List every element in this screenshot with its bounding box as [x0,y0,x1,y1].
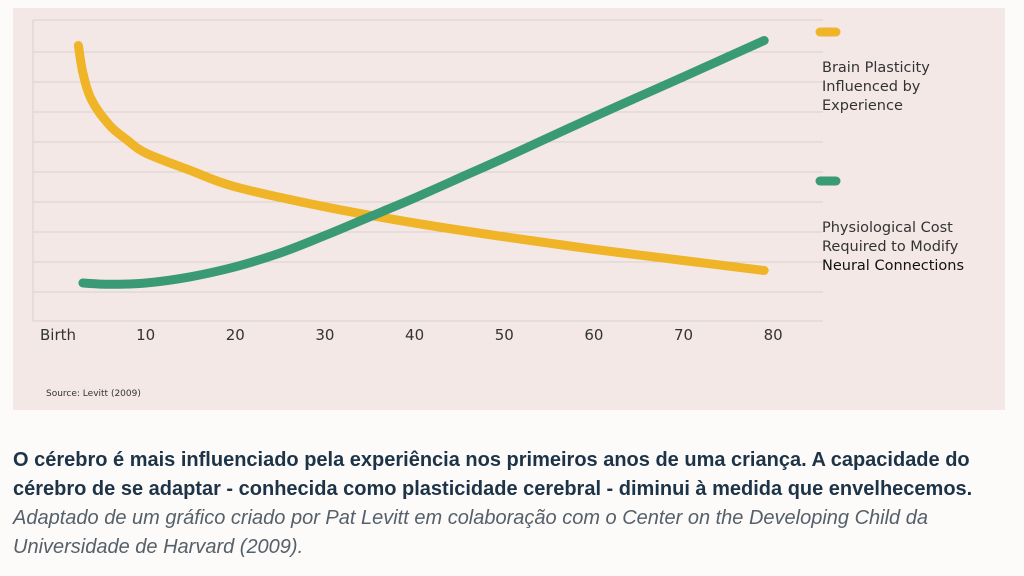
x-tick-label: 60 [584,326,603,344]
caption-bold-text: O cérebro é mais influenciado pela exper… [13,449,973,500]
legend-label-line: Neural Connections [822,258,964,274]
brain-plasticity-chart: Birth 10 20 30 40 50 60 70 80 Brain Plasticity In… [32,19,964,399]
x-tick-label: 80 [764,326,783,344]
grid [32,19,823,322]
x-axis-ticks: Birth 10 20 30 40 50 60 70 80 [40,326,783,344]
legend-label-line: Experience [822,98,903,114]
x-tick-label: 50 [495,326,514,344]
x-tick-label: Birth [40,326,76,344]
legend-label-line: Influenced by [822,79,921,95]
source-label: Source: Levitt (2009) [46,389,141,399]
x-tick-label: 70 [674,326,693,344]
legend-label-line: Physiological Cost [822,220,953,236]
series-layer [73,36,769,289]
x-tick-label: 30 [315,326,334,344]
legend-label-line: Brain Plasticity [822,60,930,76]
x-tick-label: 40 [405,326,424,344]
chart-panel: Birth 10 20 30 40 50 60 70 80 Brain Plasticity In… [13,8,1005,410]
legend: Brain Plasticity Influenced by Experience P… [815,27,964,274]
caption-italic-text: Adaptado de um gráfico criado por Pat Le… [13,507,928,558]
x-tick-label: 20 [226,326,245,344]
x-tick-label: 10 [136,326,155,344]
legend-label-line: Required to Modify [822,239,959,255]
series-line-physiological-cost [78,36,769,289]
figure-caption: O cérebro é mais influenciado pela exper… [13,446,1003,562]
series-line-brain-plasticity [73,41,769,275]
